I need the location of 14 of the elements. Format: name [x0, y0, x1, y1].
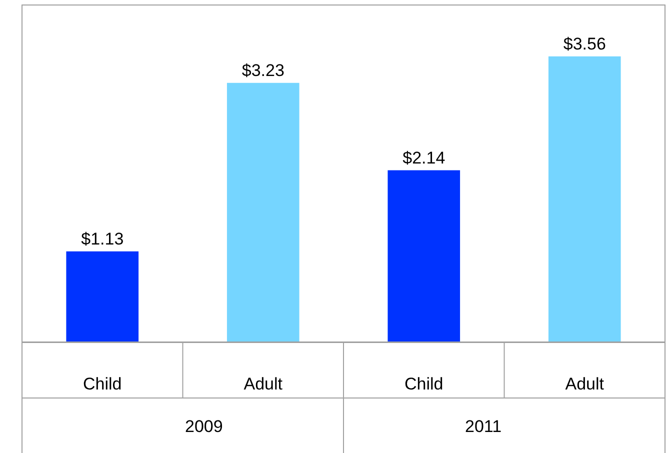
data-label: $3.23 — [242, 60, 284, 80]
text: 2009 — [185, 417, 223, 436]
bar — [388, 170, 460, 342]
data-label: $2.14 — [402, 148, 446, 168]
x-tick-label: Adult — [565, 374, 604, 394]
x-tick-label: Child — [404, 374, 444, 394]
x-tick-label: Child — [83, 374, 122, 394]
bar — [548, 56, 621, 342]
data-label: $3.56 — [563, 34, 606, 54]
x-tick-label: Adult — [244, 374, 283, 394]
bar — [66, 251, 139, 342]
text: 2011 — [465, 417, 502, 436]
bar — [226, 82, 300, 342]
data-label: $1.13 — [81, 229, 124, 248]
